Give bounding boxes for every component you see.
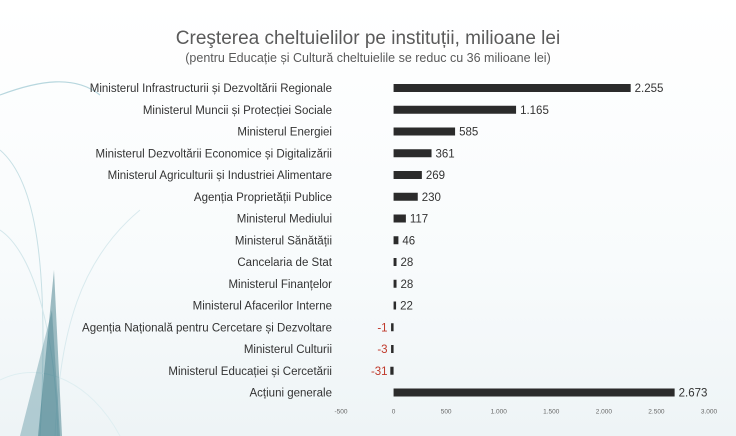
bar-ministerul-educatiei-si-cercetarii bbox=[390, 366, 394, 375]
category-label-ministerul-dezvoltarii-economice-si-digitalizarii: Ministerul Dezvoltării Economice și Digi… bbox=[96, 148, 332, 160]
bar-agentia-nationala-pentru-cercetare-si-dezvoltare bbox=[391, 323, 394, 332]
value-label-ministerul-educatiei-si-cercetarii: -31 bbox=[371, 366, 388, 378]
category-label-ministerul-muncii-si-protectiei-sociale: Ministerul Muncii și Protecției Sociale bbox=[143, 105, 332, 117]
bar-ministerul-agriculturii-si-industriei-alimentare bbox=[393, 171, 422, 179]
chart-title: Creşterea cheltuielilor pe instituții, m… bbox=[175, 28, 561, 49]
x-tick-label: 2.500 bbox=[648, 409, 665, 416]
category-label-ministerul-sanatatii: Ministerul Sănătății bbox=[235, 235, 332, 247]
x-tick-label: 2.000 bbox=[596, 409, 613, 416]
bar-ministerul-muncii-si-protectiei-sociale bbox=[393, 105, 517, 114]
x-tick-label: 3.000 bbox=[701, 409, 718, 416]
chart-subtitle: (pentru Educație și Cultură cheltuielile… bbox=[185, 51, 551, 65]
category-label-agentia-proprietatii-publice: Agenția Proprietății Publice bbox=[194, 192, 332, 204]
x-tick-label: -500 bbox=[334, 409, 347, 416]
x-tick-label: 0 bbox=[392, 409, 396, 416]
value-label-ministerul-dezvoltarii-economice-si-digitalizarii: 361 bbox=[436, 148, 455, 160]
category-label-agentia-nationala-pentru-cercetare-si-dezvoltare: Agenția Națională pentru Cercetare și De… bbox=[82, 322, 332, 334]
category-label-actiuni-generale: Acțiuni generale bbox=[250, 388, 332, 400]
bar-ministerul-culturii bbox=[391, 345, 394, 353]
value-label-ministerul-agriculturii-si-industriei-alimentare: 269 bbox=[426, 170, 445, 182]
value-label-ministerul-sanatatii: 46 bbox=[402, 235, 415, 247]
value-label-ministerul-culturii: -3 bbox=[377, 344, 387, 356]
bar-actiuni-generale bbox=[393, 388, 675, 397]
value-label-agentia-proprietatii-publice: 230 bbox=[422, 192, 441, 204]
value-label-actiuni-generale: 2.673 bbox=[679, 388, 708, 400]
value-label-ministerul-infrastructurii-si-dezvoltarii-regionale: 2.255 bbox=[635, 83, 664, 95]
x-tick-label: 500 bbox=[441, 409, 452, 416]
value-label-ministerul-afacerilor-interne: 22 bbox=[400, 301, 413, 313]
category-label-ministerul-energiei: Ministerul Energiei bbox=[237, 127, 332, 139]
bar-ministerul-afacerilor-interne bbox=[393, 301, 397, 310]
value-label-ministerul-finantelor: 28 bbox=[401, 279, 414, 291]
value-label-agentia-nationala-pentru-cercetare-si-dezvoltare: -1 bbox=[377, 322, 387, 334]
category-label-ministerul-afacerilor-interne: Ministerul Afacerilor Interne bbox=[193, 301, 332, 313]
bar-agentia-proprietatii-publice bbox=[393, 192, 418, 201]
category-label-cancelaria-de-stat: Cancelaria de Stat bbox=[237, 257, 332, 269]
category-label-ministerul-educatiei-si-cercetarii: Ministerul Educației și Cercetării bbox=[168, 366, 332, 378]
value-label-cancelaria-de-stat: 28 bbox=[401, 257, 414, 269]
x-tick-label: 1.500 bbox=[543, 409, 560, 416]
category-label-ministerul-infrastructurii-si-dezvoltarii-regionale: Ministerul Infrastructurii și Dezvoltări… bbox=[90, 83, 332, 95]
bar-ministerul-mediului bbox=[393, 214, 406, 223]
bar-ministerul-dezvoltarii-economice-si-digitalizarii bbox=[393, 149, 432, 158]
bar-ministerul-energiei bbox=[393, 127, 456, 136]
category-label-ministerul-finantelor: Ministerul Finanțelor bbox=[228, 279, 332, 291]
category-label-ministerul-agriculturii-si-industriei-alimentare: Ministerul Agriculturii și Industriei Al… bbox=[108, 170, 332, 182]
x-tick-label: 1.000 bbox=[491, 409, 508, 416]
bar-ministerul-finantelor bbox=[393, 279, 397, 288]
value-label-ministerul-energiei: 585 bbox=[459, 127, 478, 139]
bar-ministerul-infrastructurii-si-dezvoltarii-regionale bbox=[393, 84, 631, 92]
value-label-ministerul-muncii-si-protectiei-sociale: 1.165 bbox=[520, 105, 549, 117]
bar-ministerul-sanatatii bbox=[393, 236, 399, 245]
bar-cancelaria-de-stat bbox=[393, 258, 397, 266]
category-label-ministerul-mediului: Ministerul Mediului bbox=[237, 214, 332, 226]
category-label-ministerul-culturii: Ministerul Culturii bbox=[244, 344, 332, 356]
value-label-ministerul-mediului: 117 bbox=[410, 214, 428, 226]
